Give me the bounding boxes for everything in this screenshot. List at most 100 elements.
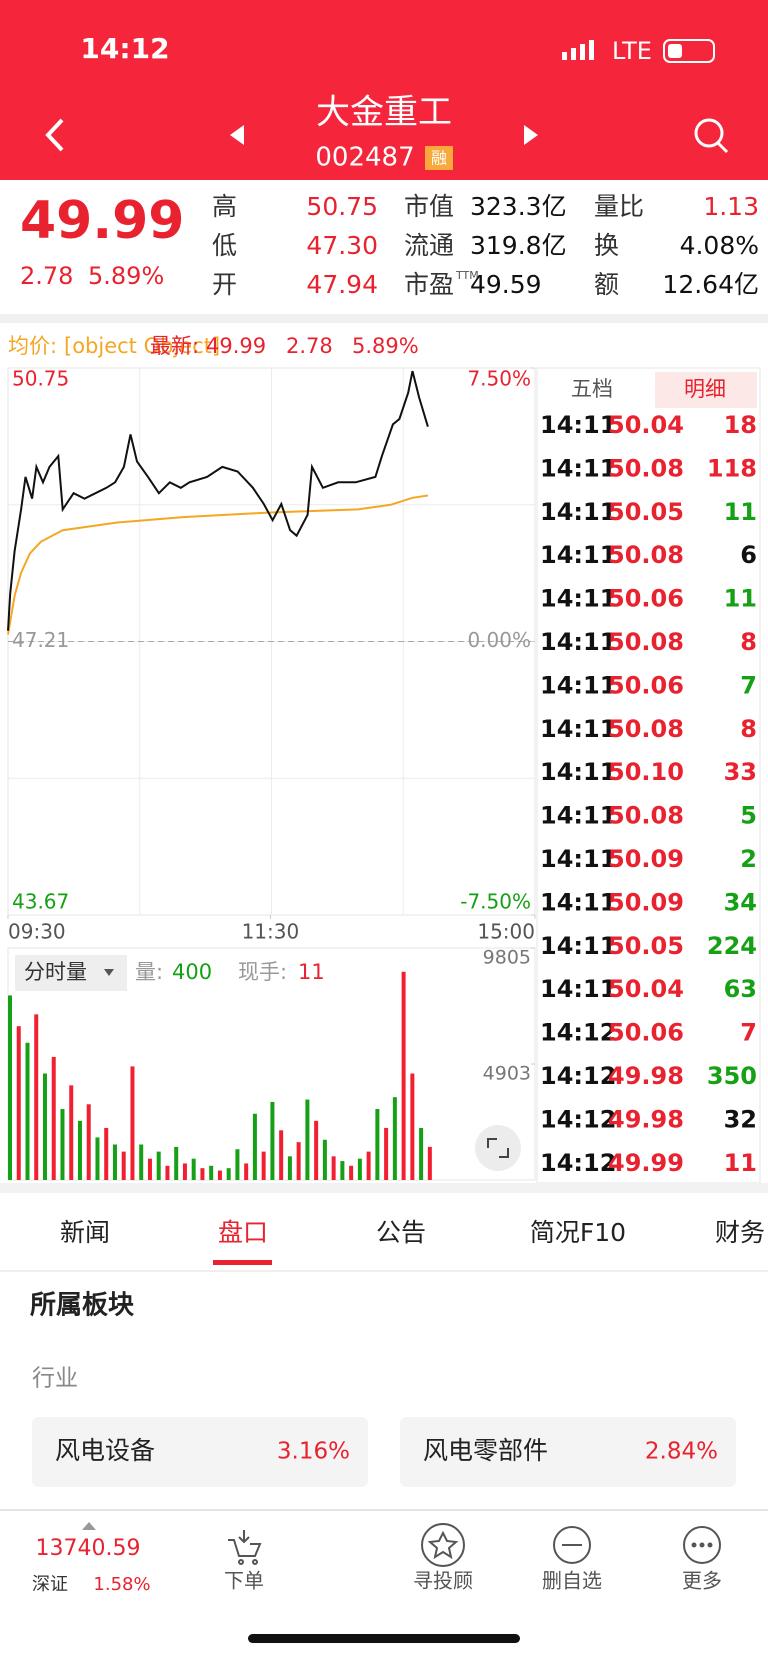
hand-value: 11 xyxy=(298,960,325,984)
detail-tab[interactable]: 公告 xyxy=(376,1218,426,1247)
trade-price: 50.08 xyxy=(608,628,684,656)
nav-item[interactable]: 寻投顾 xyxy=(413,1569,473,1593)
nav-item[interactable]: 更多 xyxy=(682,1569,722,1593)
dropdown-arrow xyxy=(104,969,114,976)
header-bg xyxy=(0,0,768,180)
network: LTE xyxy=(612,37,652,65)
volume-bar xyxy=(410,1073,415,1180)
volume-bar xyxy=(384,1127,389,1180)
search-button[interactable] xyxy=(694,118,729,154)
volume-bar xyxy=(375,1109,380,1180)
detail-tab[interactable]: 简况F10 xyxy=(530,1218,626,1247)
volume-bar xyxy=(209,1165,214,1180)
volume-bar xyxy=(287,1156,292,1180)
nav-item[interactable]: 下单 xyxy=(224,1569,264,1593)
trade-volume: 18 xyxy=(724,411,757,439)
volume-bar xyxy=(261,1151,266,1180)
stock-code: 002487 xyxy=(315,143,414,173)
detail-tab[interactable]: 新闻 xyxy=(60,1218,110,1247)
stat-label: 市盈 xyxy=(404,270,454,299)
trade-volume: 5 xyxy=(740,802,757,830)
sector-pct: 3.16% xyxy=(277,1439,350,1465)
trade-price: 50.10 xyxy=(608,758,684,786)
section-group: 行业 xyxy=(32,1366,78,1392)
volume-bar xyxy=(174,1146,179,1180)
stat-value: 1.13 xyxy=(703,192,759,221)
last-price: 49.99 xyxy=(20,191,184,251)
stat-sup: TTM xyxy=(455,269,479,282)
back-button[interactable] xyxy=(45,118,64,152)
volume-bar xyxy=(427,1146,432,1180)
stat-value: 47.30 xyxy=(306,231,378,260)
stat-label: 市值 xyxy=(404,192,454,221)
volume-tick-label: 4903 xyxy=(483,1062,531,1084)
detail-tab[interactable]: 盘口 xyxy=(218,1218,268,1247)
change: 2.78 xyxy=(20,262,73,290)
chart-info: 5.89% xyxy=(352,334,419,358)
stat-value: 49.59 xyxy=(470,270,542,299)
trade-time: 14:12 xyxy=(540,1019,616,1047)
volume-bar xyxy=(182,1163,187,1180)
trade-volume: 7 xyxy=(740,671,757,699)
y2-tick-label: 7.50% xyxy=(467,367,531,391)
stat-label: 流通 xyxy=(404,231,454,260)
x-tick-label: 11:30 xyxy=(242,920,300,944)
volume-bar xyxy=(104,1127,109,1180)
tab-level: 五档 xyxy=(571,377,613,401)
sector-card[interactable] xyxy=(32,1417,368,1487)
y2-tick-label: -7.50% xyxy=(460,890,531,914)
stat-label: 额 xyxy=(594,270,619,299)
trade-time: 14:11 xyxy=(540,888,616,916)
volume-bar xyxy=(51,1056,56,1180)
trade-time: 14:11 xyxy=(540,411,616,439)
trade-time: 14:11 xyxy=(540,932,616,960)
volume-bar xyxy=(340,1161,345,1180)
volume-bar xyxy=(296,1142,301,1180)
change-pct: 5.89% xyxy=(88,262,164,290)
tab-detail: 明细 xyxy=(684,377,726,401)
hand-key: 现手: xyxy=(238,960,287,984)
volume-bar xyxy=(401,971,406,1180)
signal-icon xyxy=(562,40,594,60)
volume-bar xyxy=(60,1109,65,1180)
volume-bar xyxy=(244,1163,249,1180)
more-dots xyxy=(691,1542,713,1548)
trade-volume: 34 xyxy=(724,888,757,916)
trade-volume: 8 xyxy=(740,628,757,656)
trade-volume: 2 xyxy=(740,845,757,873)
volume-bar xyxy=(86,1104,91,1180)
trade-price: 50.08 xyxy=(608,541,684,569)
sector-card[interactable] xyxy=(400,1417,736,1487)
trade-time: 14:11 xyxy=(540,454,616,482)
volume-bar xyxy=(42,1073,47,1180)
volume-key: 量: xyxy=(135,960,163,984)
prev-stock[interactable] xyxy=(230,125,244,145)
home-indicator xyxy=(248,1634,520,1643)
nav-item[interactable]: 删自选 xyxy=(542,1569,602,1593)
section-title: 所属板块 xyxy=(30,1291,134,1321)
trade-volume: 350 xyxy=(707,1062,757,1090)
volume-bar xyxy=(366,1151,371,1180)
stat-value: 323.3亿 xyxy=(470,192,567,221)
chart-info: 49.99 xyxy=(206,334,266,358)
trade-volume: 7 xyxy=(740,1019,757,1047)
trade-time: 14:12 xyxy=(540,1062,616,1090)
fullscreen-button[interactable] xyxy=(475,1125,521,1171)
volume-bar xyxy=(200,1168,205,1180)
volume-bar xyxy=(331,1156,336,1180)
detail-tab-bg[interactable] xyxy=(655,372,757,408)
next-stock[interactable] xyxy=(524,125,538,145)
battery-level xyxy=(668,44,682,58)
volume-bar xyxy=(322,1139,327,1180)
trade-volume: 33 xyxy=(724,758,757,786)
trade-volume: 118 xyxy=(707,454,757,482)
margin-badge xyxy=(425,146,453,170)
detail-tab[interactable]: 财务 xyxy=(715,1218,765,1247)
stat-value: 50.75 xyxy=(306,192,378,221)
volume-bar xyxy=(419,1127,424,1180)
trade-price: 50.08 xyxy=(608,454,684,482)
stat-value: 47.94 xyxy=(306,270,378,299)
margin-badge-text: 融 xyxy=(431,149,447,168)
volume-bar xyxy=(16,1026,21,1180)
